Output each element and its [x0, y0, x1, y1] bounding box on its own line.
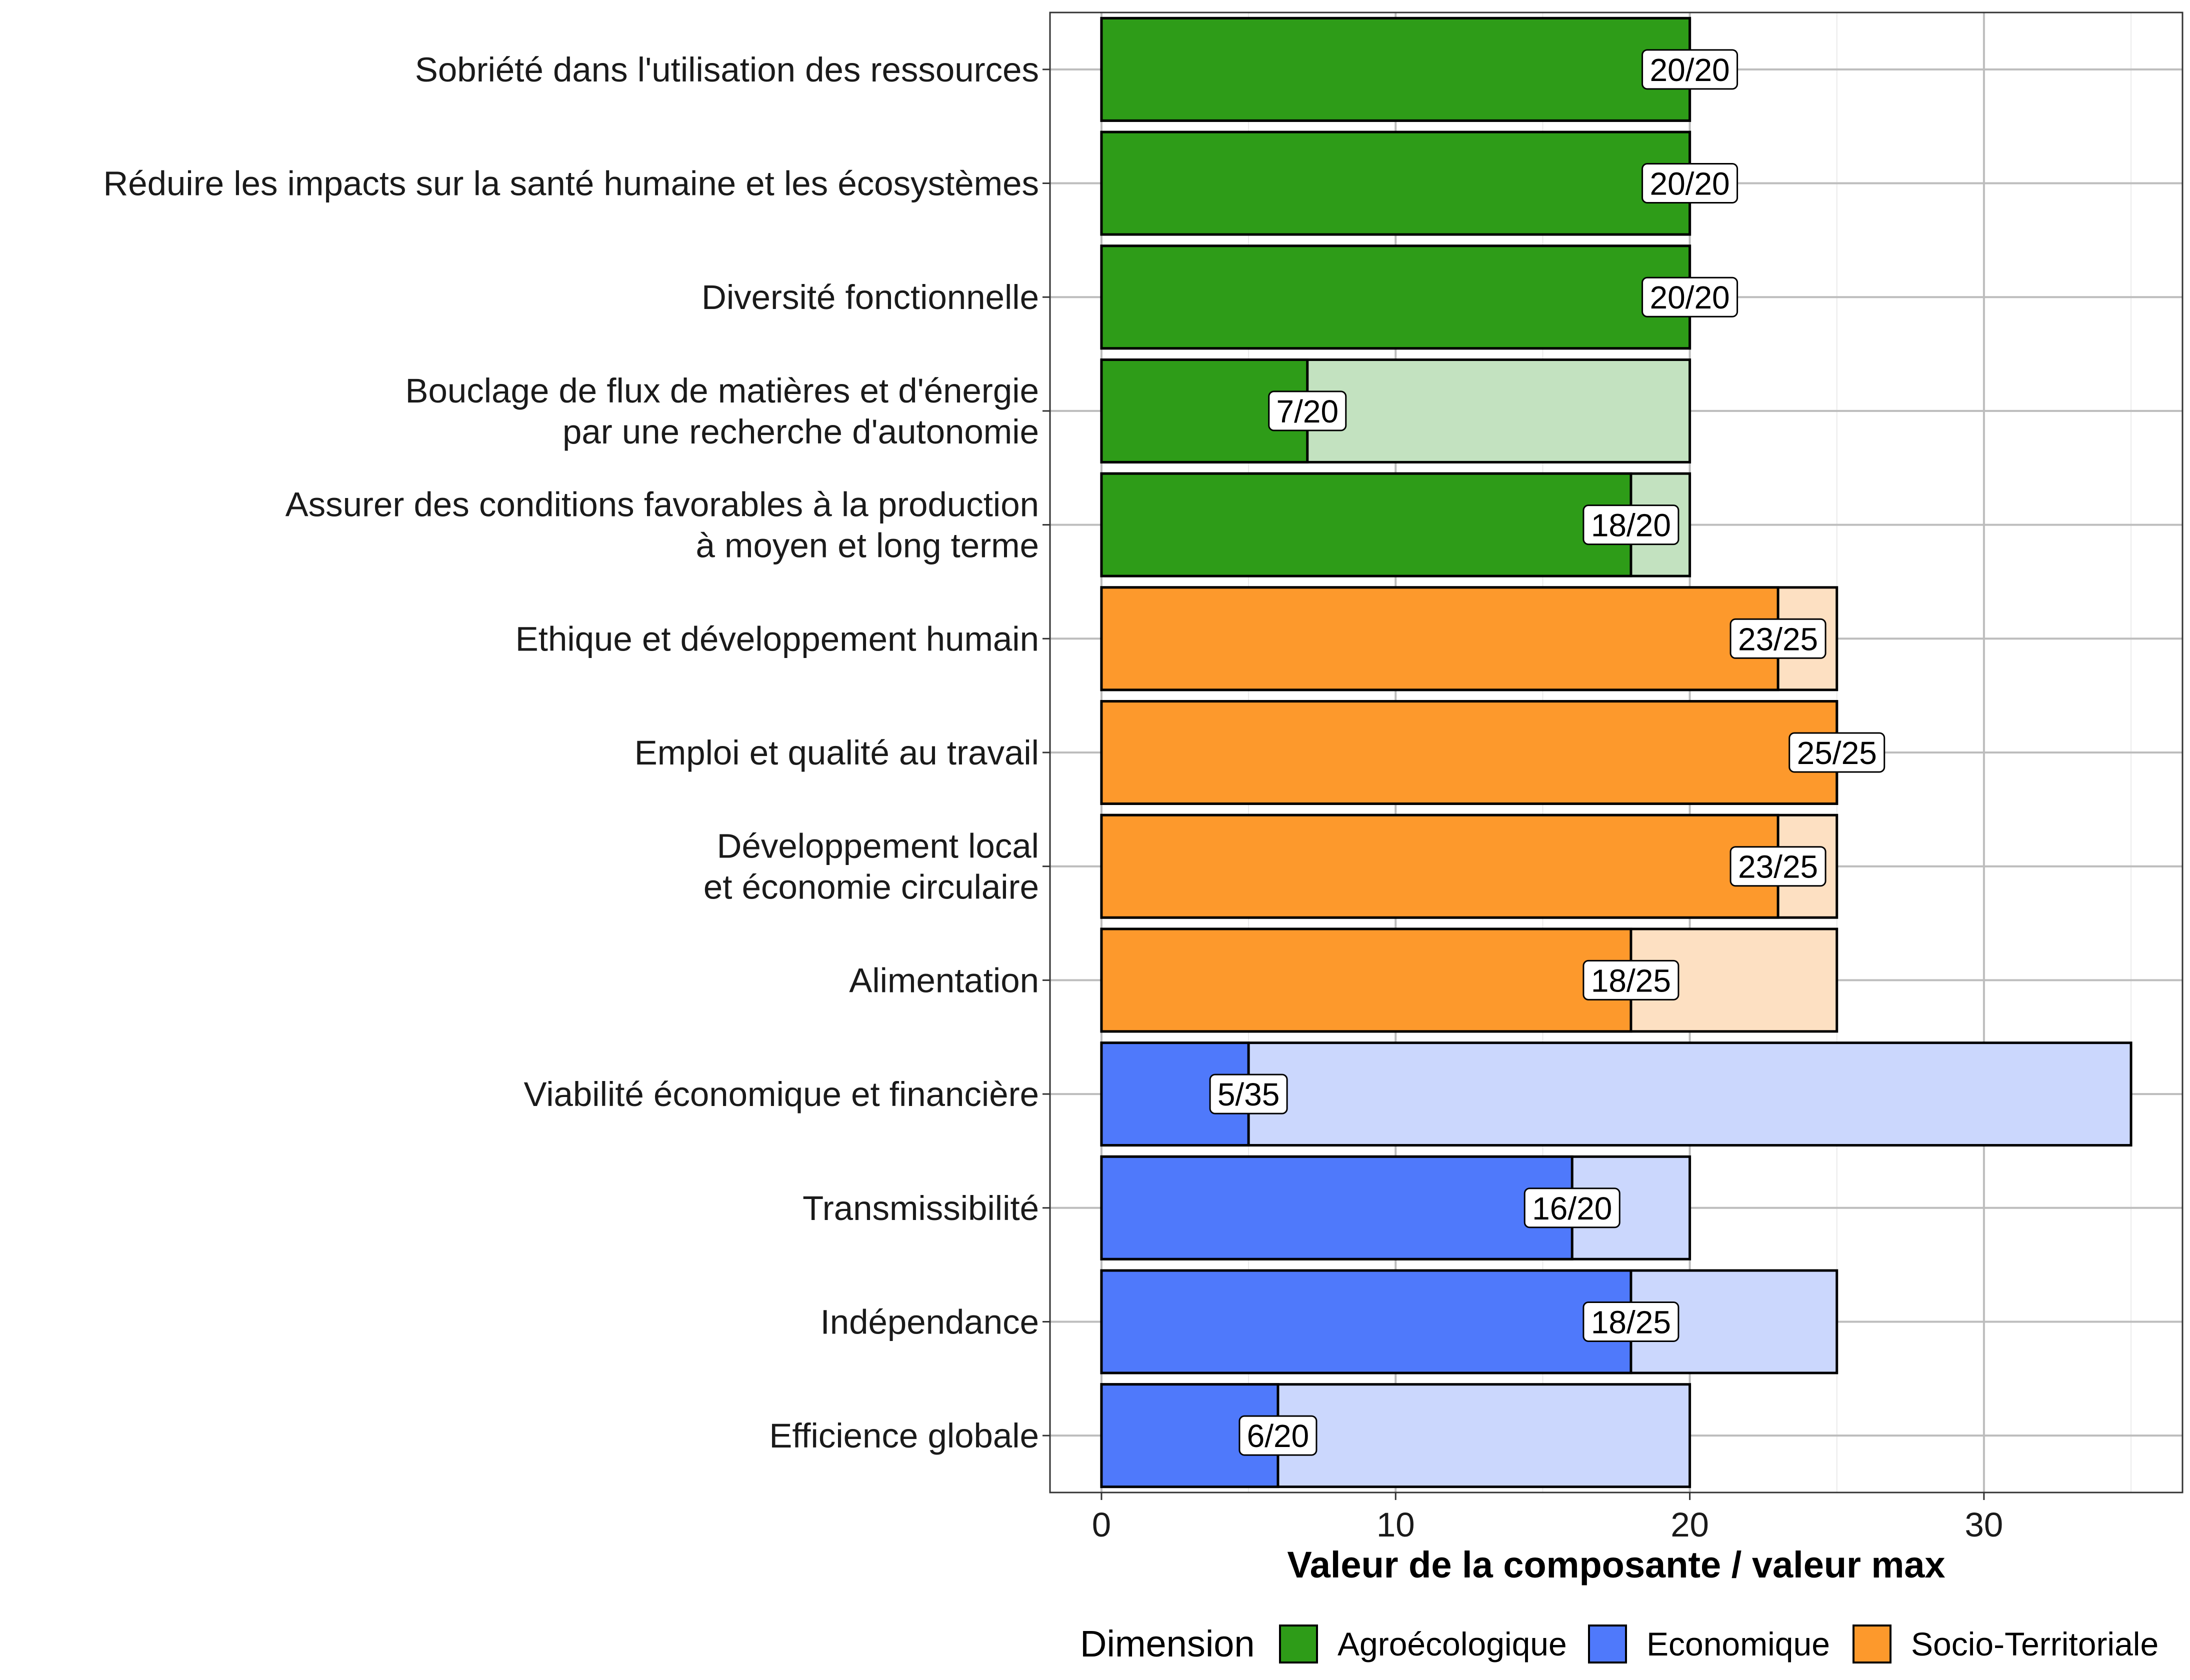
category-label: Viabilité économique et financière: [524, 1075, 1039, 1114]
legend-key: [1279, 1624, 1318, 1664]
bar-value: [1100, 1269, 1632, 1374]
x-tick-label: 0: [1092, 1506, 1111, 1544]
category-label: Réduire les impacts sur la santé humaine…: [103, 164, 1039, 203]
bar-label: 16/20: [1532, 1190, 1612, 1226]
bar-label-box: [1582, 504, 1680, 546]
bar-label-box: [1209, 1074, 1288, 1114]
bar-label: 20/20: [1650, 166, 1730, 202]
x-axis-ticks: 0 10 20 30: [1092, 1492, 2003, 1544]
category-label: Indépendance: [820, 1302, 1039, 1341]
bar-label-box: [1524, 1188, 1620, 1228]
legend-label: Agroécologique: [1338, 1626, 1567, 1662]
bar-label: 18/25: [1591, 1304, 1671, 1340]
bar-label-box: [1642, 163, 1738, 204]
bar-value: [1100, 586, 1780, 692]
category-label: par une recherche d'autonomie: [562, 412, 1039, 451]
bar-label: 23/25: [1738, 849, 1818, 885]
bar-value: [1100, 814, 1780, 919]
bar-value: [1100, 700, 1838, 805]
x-tick-label: 10: [1376, 1506, 1415, 1544]
bar-label: 7/20: [1276, 394, 1338, 430]
x-tick-label: 30: [1965, 1506, 2004, 1544]
bar-label-box: [1642, 49, 1738, 90]
category-label: et économie circulaire: [704, 868, 1039, 906]
bar-label-box: [1730, 618, 1826, 659]
bar-label: 20/20: [1650, 280, 1730, 316]
bar-label-box: [1788, 732, 1886, 773]
legend: Dimension Agroécologique Economique Socio-T…: [1080, 1623, 2158, 1664]
bar-label: 23/25: [1738, 621, 1818, 657]
bar-label: 18/20: [1591, 508, 1671, 544]
plot-panel-border: [1049, 12, 2184, 1494]
bar-value: [1100, 16, 1692, 122]
category-label: Efficience globale: [769, 1416, 1039, 1455]
bar-label: 6/20: [1247, 1418, 1310, 1454]
legend-label: Socio-Territoriale: [1911, 1626, 2158, 1662]
bar-value: [1100, 472, 1632, 578]
bar-label-box: [1642, 276, 1738, 318]
legend-key: [1588, 1624, 1627, 1664]
category-label: Transmissibilité: [802, 1189, 1039, 1228]
category-label: à moyen et long terme: [696, 526, 1039, 565]
category-label: Sobriété dans l'utilisation des ressourc…: [415, 50, 1039, 89]
bar-value: [1100, 1155, 1574, 1260]
category-label: Assurer des conditions favorables à la p…: [286, 486, 1039, 524]
legend-title: Dimension: [1080, 1623, 1255, 1664]
category-label: Ethique et développement humain: [516, 620, 1039, 658]
legend-key: [1852, 1624, 1892, 1664]
bar-label: 5/35: [1218, 1076, 1280, 1112]
bar-label: 20/20: [1650, 52, 1730, 88]
bar-label: 18/25: [1591, 962, 1671, 998]
bar-label-box: [1582, 960, 1680, 1000]
bar-label-box: [1268, 390, 1347, 432]
bar-label-box: [1238, 1415, 1318, 1456]
bar-label-box: [1582, 1301, 1680, 1342]
legend-label: Economique: [1646, 1626, 1830, 1662]
bar-value: [1100, 130, 1692, 236]
category-label: Alimentation: [849, 961, 1039, 1000]
bar-value: [1100, 244, 1692, 350]
category-label: Bouclage de flux de matières et d'énergi…: [406, 372, 1039, 410]
category-label: Développement local: [717, 827, 1039, 866]
category-label: Emploi et qualité au travail: [634, 734, 1039, 772]
x-tick-label: 20: [1670, 1506, 1709, 1544]
bar-label-box: [1730, 846, 1826, 887]
bar-label: 25/25: [1797, 735, 1877, 771]
bars: 20/20 20/20 20/20 7/20 18/20 23/25 25/25 23/25 1…: [1100, 16, 2132, 1488]
category-labels: Sobriété dans l'utilisation des ressourc…: [103, 50, 1050, 1455]
x-axis-title: Valeur de la composante / valeur max: [1287, 1544, 1945, 1586]
category-label: Diversité fonctionnelle: [702, 278, 1039, 316]
bar-value: [1100, 928, 1632, 1033]
